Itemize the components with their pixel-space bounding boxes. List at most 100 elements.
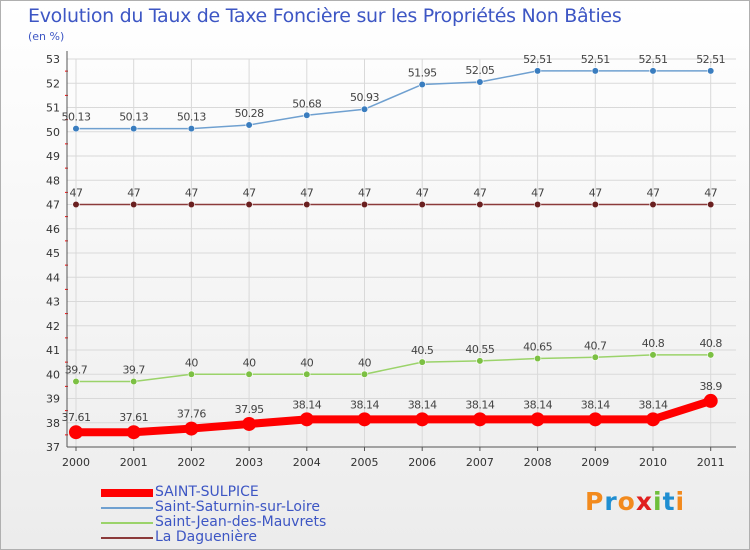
legend-item-saint-sulpice[interactable]: SAINT-SULPICE bbox=[101, 485, 326, 500]
y-tick-label: 50 bbox=[46, 126, 60, 139]
data-point bbox=[303, 111, 311, 119]
data-label: 37.76 bbox=[177, 408, 206, 421]
data-point bbox=[418, 80, 426, 89]
data-label: 52.51 bbox=[696, 53, 725, 66]
data-point bbox=[591, 67, 599, 75]
data-point bbox=[303, 200, 311, 209]
data-label: 47 bbox=[300, 187, 313, 200]
legend-label: La Daguenière bbox=[155, 529, 257, 545]
x-tick-label: 2005 bbox=[351, 456, 379, 469]
y-tick-label: 49 bbox=[46, 150, 60, 163]
data-label: 47 bbox=[531, 187, 544, 200]
series-line bbox=[75, 70, 712, 130]
data-label: 52.51 bbox=[581, 53, 610, 66]
data-point bbox=[245, 121, 253, 129]
legend: SAINT-SULPICE Saint-Saturnin-sur-Loire S… bbox=[101, 485, 326, 545]
data-point bbox=[360, 370, 369, 378]
y-tick-label: 42 bbox=[46, 320, 60, 333]
data-label: 40.55 bbox=[465, 343, 494, 356]
data-label: 50.13 bbox=[62, 111, 91, 124]
data-label: 40 bbox=[185, 356, 198, 369]
data-point bbox=[649, 67, 657, 75]
data-label: 52.05 bbox=[465, 64, 494, 77]
data-point bbox=[245, 200, 253, 209]
data-label: 38.14 bbox=[350, 398, 379, 411]
series-line bbox=[75, 354, 712, 383]
logo-letter: P bbox=[585, 487, 605, 516]
data-point bbox=[707, 200, 715, 209]
legend-item-saint-saturnin[interactable]: Saint-Saturnin-sur-Loire bbox=[101, 500, 326, 515]
data-point bbox=[533, 67, 542, 75]
data-label: 47 bbox=[473, 187, 486, 200]
legend-item-saint-jean[interactable]: Saint-Jean-des-Mauvrets bbox=[101, 515, 326, 530]
data-point bbox=[187, 124, 195, 133]
data-point bbox=[187, 200, 195, 209]
data-point bbox=[357, 412, 372, 427]
data-label: 39.7 bbox=[122, 364, 145, 377]
data-point bbox=[303, 370, 311, 378]
data-point bbox=[130, 377, 138, 386]
x-tick-label: 2011 bbox=[697, 456, 725, 469]
x-tick-label: 2009 bbox=[581, 456, 609, 469]
y-tick-label: 40 bbox=[46, 368, 60, 381]
legend-item-la-dagueniere[interactable]: La Daguenière bbox=[101, 530, 326, 545]
data-label: 40.5 bbox=[411, 344, 434, 357]
data-label: 38.14 bbox=[639, 398, 668, 411]
data-point bbox=[187, 370, 195, 378]
data-point bbox=[476, 78, 484, 86]
data-point bbox=[476, 357, 484, 365]
data-point bbox=[646, 412, 660, 427]
logo-letter: t bbox=[662, 487, 676, 516]
data-point bbox=[130, 124, 138, 133]
data-point bbox=[707, 351, 715, 359]
logo-letter: r bbox=[604, 487, 618, 516]
data-point bbox=[415, 412, 430, 427]
data-point bbox=[126, 425, 141, 440]
data-label: 40.7 bbox=[584, 339, 607, 352]
data-point bbox=[530, 412, 545, 427]
y-tick-label: 51 bbox=[46, 102, 60, 115]
x-tick-label: 2010 bbox=[639, 456, 667, 469]
data-label: 47 bbox=[185, 187, 198, 200]
data-label: 38.14 bbox=[292, 398, 321, 411]
data-label: 47 bbox=[358, 187, 371, 200]
data-point bbox=[72, 124, 80, 133]
x-tick-label: 2006 bbox=[408, 456, 436, 469]
x-tick-label: 2004 bbox=[293, 456, 321, 469]
data-point bbox=[72, 200, 80, 209]
x-tick-label: 2003 bbox=[235, 456, 263, 469]
legend-swatch bbox=[101, 488, 153, 497]
data-point bbox=[418, 358, 426, 366]
proxiti-logo: Proxiti bbox=[585, 487, 685, 516]
data-point bbox=[533, 354, 542, 363]
x-tick-label: 2008 bbox=[524, 456, 552, 469]
data-label: 47 bbox=[589, 187, 602, 200]
data-point bbox=[299, 412, 314, 427]
data-label: 47 bbox=[416, 187, 429, 200]
legend-label: Saint-Jean-des-Mauvrets bbox=[155, 514, 327, 530]
logo-letter: o bbox=[617, 487, 636, 516]
y-tick-label: 46 bbox=[46, 223, 60, 236]
data-label: 47 bbox=[243, 187, 256, 200]
chart-title: Evolution du Taux de Taxe Foncière sur l… bbox=[28, 5, 622, 27]
data-point bbox=[591, 353, 599, 361]
data-point bbox=[476, 200, 484, 209]
data-point bbox=[242, 416, 257, 431]
data-point bbox=[588, 412, 603, 427]
data-label: 38.14 bbox=[465, 398, 494, 411]
y-unit-label: (en %) bbox=[28, 30, 65, 43]
data-label: 38.14 bbox=[408, 398, 437, 411]
data-point bbox=[591, 200, 599, 209]
data-label: 50.13 bbox=[177, 111, 206, 124]
legend-label: SAINT-SULPICE bbox=[155, 484, 259, 500]
data-label: 39.7 bbox=[65, 364, 88, 377]
legend-swatch bbox=[101, 506, 153, 509]
data-label: 52.51 bbox=[523, 53, 552, 66]
y-tick-label: 38 bbox=[46, 417, 60, 430]
data-label: 47 bbox=[647, 187, 660, 200]
data-point bbox=[184, 421, 199, 436]
y-tick-label: 43 bbox=[46, 296, 60, 309]
legend-swatch bbox=[101, 536, 153, 539]
data-point bbox=[707, 67, 715, 75]
